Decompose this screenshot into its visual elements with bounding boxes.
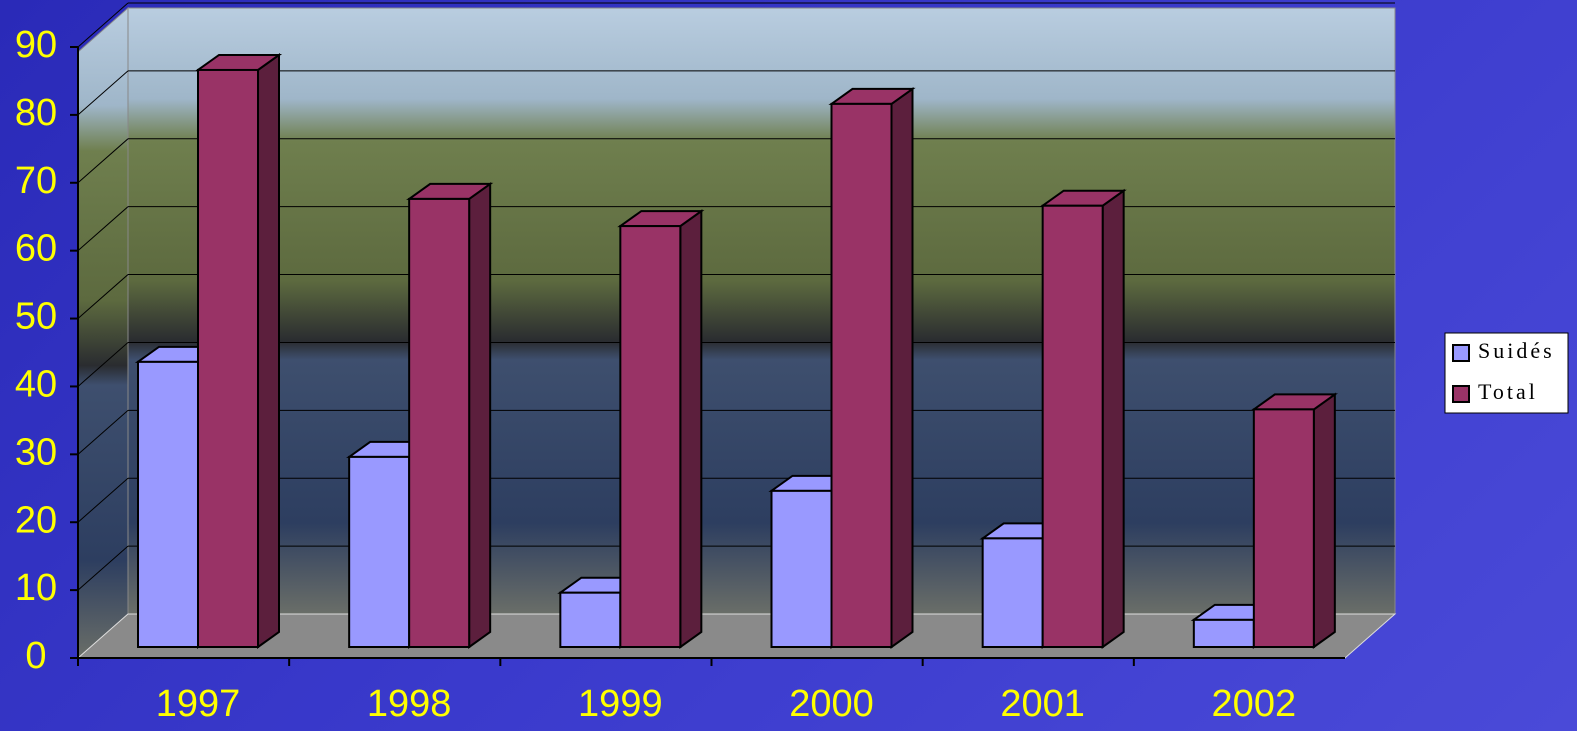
bar xyxy=(983,538,1043,647)
bar-side xyxy=(680,211,701,647)
legend-label: Total xyxy=(1478,379,1538,404)
legend-label: Suidés xyxy=(1478,338,1555,363)
x-tick-label: 2001 xyxy=(1000,683,1085,725)
page: 0 10 20 30 40 50 60 70 80 90 1997 1998 1999 2000 2001 2… xyxy=(0,0,1577,731)
y-tick-label: 10 xyxy=(15,567,57,609)
legend-swatch xyxy=(1453,345,1469,361)
bar xyxy=(138,362,198,647)
y-tick-label: 30 xyxy=(15,431,57,473)
bar xyxy=(409,199,469,647)
y-tick-label: 60 xyxy=(15,228,57,270)
bar xyxy=(560,593,620,647)
y-tick-label: 0 xyxy=(25,635,46,677)
y-tick-label: 20 xyxy=(15,499,57,541)
x-tick-label: 1999 xyxy=(578,683,663,725)
bar xyxy=(772,491,832,647)
legend-swatch xyxy=(1453,386,1469,402)
y-tick-label: 50 xyxy=(15,296,57,338)
x-tick-label: 2000 xyxy=(789,683,874,725)
bar xyxy=(620,226,680,647)
bar-side xyxy=(1314,394,1335,647)
back-wall xyxy=(128,8,1395,614)
y-tick-label: 80 xyxy=(15,92,57,134)
chart: 0 10 20 30 40 50 60 70 80 90 1997 1998 1999 2000 2001 2… xyxy=(0,0,1577,731)
bar xyxy=(198,70,258,647)
bar-side xyxy=(1103,191,1124,647)
bar xyxy=(1043,206,1103,647)
bar-side xyxy=(469,184,490,647)
bar xyxy=(349,457,409,647)
bar xyxy=(832,104,892,647)
y-tick-label: 70 xyxy=(15,160,57,202)
bar xyxy=(1254,409,1314,647)
bar xyxy=(1194,620,1254,647)
bar-side xyxy=(258,55,279,647)
x-tick-label: 1998 xyxy=(367,683,452,725)
bar-side xyxy=(892,89,913,647)
x-tick-label: 1997 xyxy=(156,683,241,725)
y-tick-label: 40 xyxy=(15,363,57,405)
y-tick-label: 90 xyxy=(15,24,57,66)
side-wall xyxy=(78,8,128,658)
x-tick-label: 2002 xyxy=(1212,683,1297,725)
